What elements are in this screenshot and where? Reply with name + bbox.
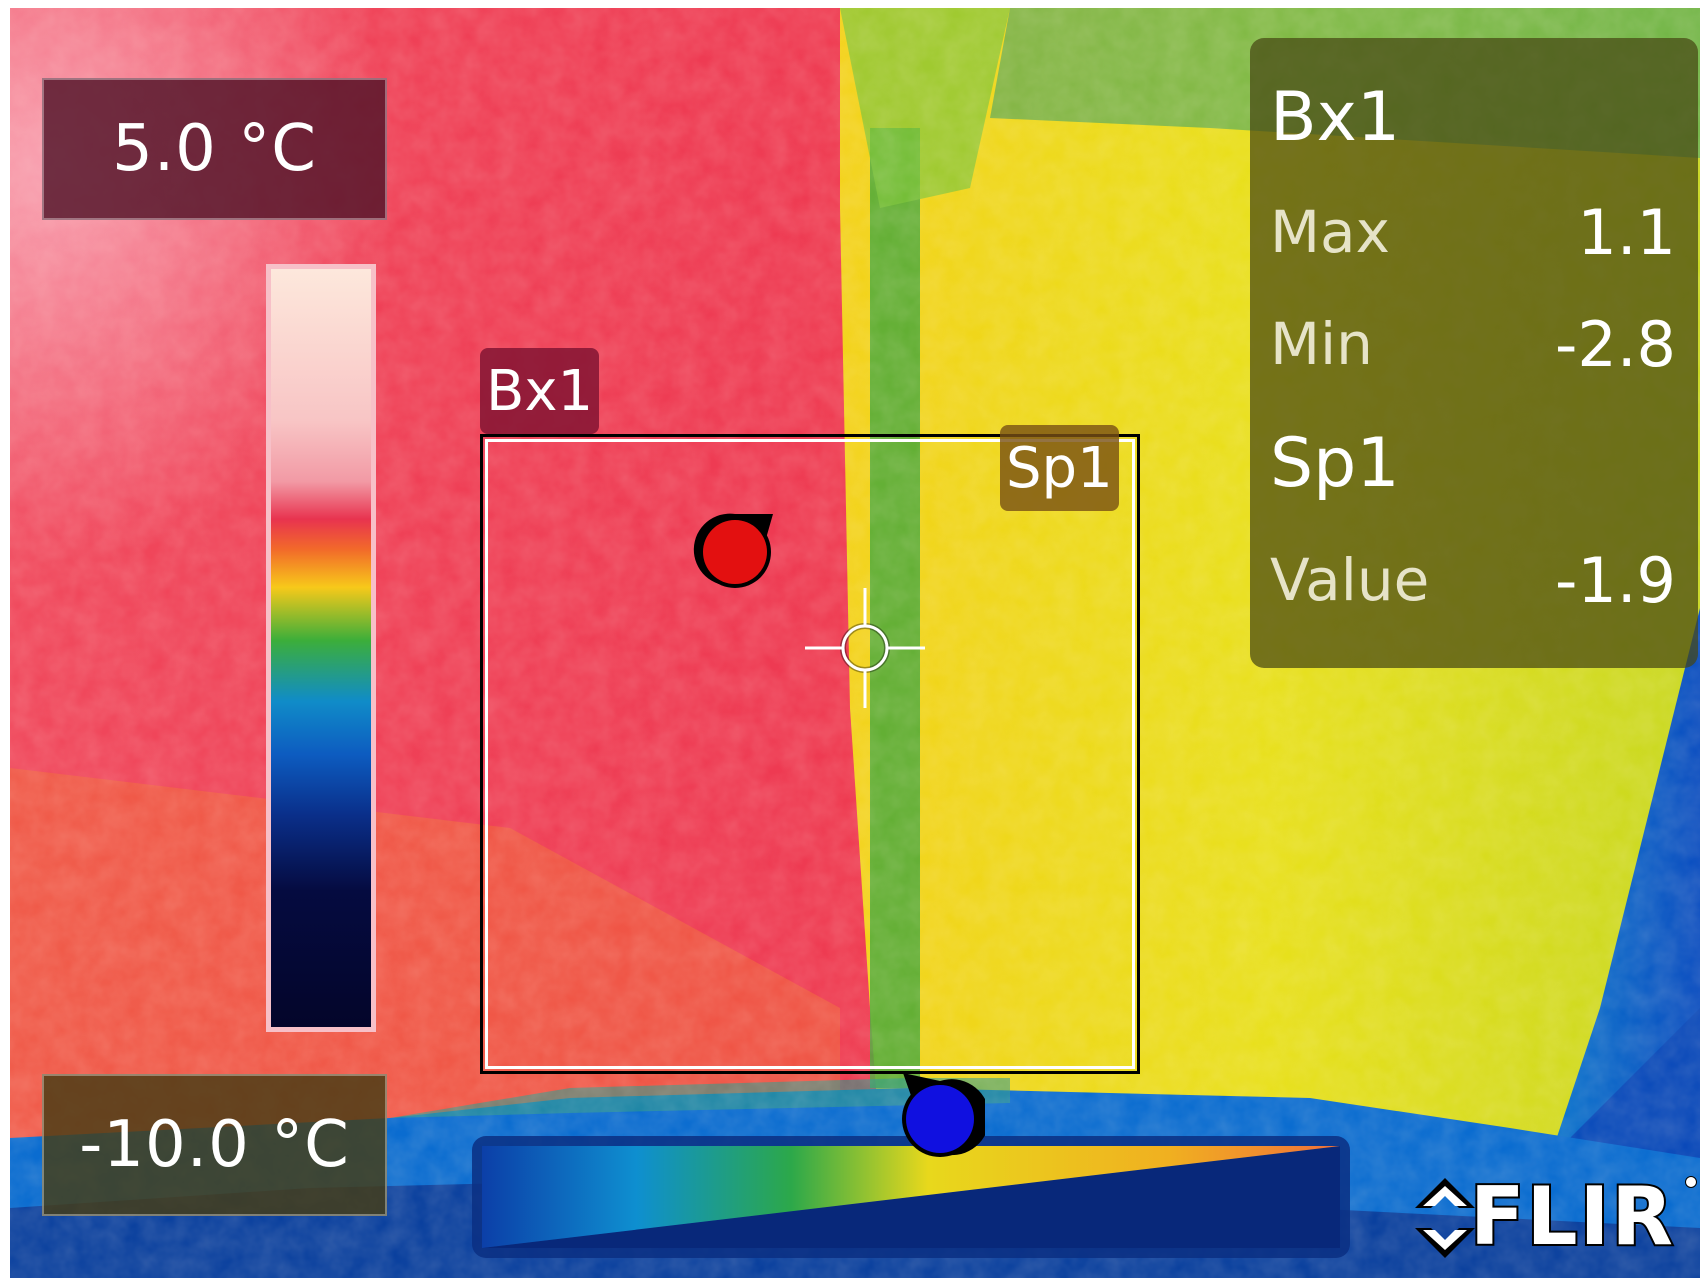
results-spot-value: -1.9 [1555, 544, 1676, 617]
results-min-value: -2.8 [1555, 308, 1676, 381]
trademark-mark [1685, 1176, 1697, 1188]
measurement-results-panel: Bx1 Max 1.1 Min -2.8 Sp1 Value -1.9 [1250, 38, 1698, 668]
thermal-viewer: 5.0 °C -10.0 °C Bx1 Sp1 [10, 8, 1700, 1278]
scale-min-label[interactable]: -10.0 °C [42, 1074, 387, 1216]
results-min-key: Min [1270, 310, 1373, 378]
results-box-title: Bx1 [1270, 78, 1401, 157]
cold-spot-marker-icon [902, 1073, 985, 1157]
box-measurement-border [485, 439, 1135, 1069]
span-slider[interactable] [472, 1136, 1350, 1258]
flir-logo-icon [1415, 1178, 1475, 1258]
scale-max-label[interactable]: 5.0 °C [42, 78, 387, 220]
box-measurement-area[interactable] [480, 434, 1140, 1074]
results-spot-title: Sp1 [1270, 424, 1400, 503]
results-max-value: 1.1 [1577, 196, 1676, 269]
results-value-key: Value [1270, 546, 1430, 614]
crosshair-icon[interactable] [805, 588, 925, 708]
color-scale-bar [266, 264, 376, 1032]
flir-logo-text: FLIR [1468, 1168, 1675, 1265]
spot-tag: Sp1 [1000, 425, 1119, 511]
hot-spot-marker-icon [693, 513, 773, 588]
results-max-key: Max [1270, 198, 1390, 266]
box-tag: Bx1 [480, 348, 600, 434]
